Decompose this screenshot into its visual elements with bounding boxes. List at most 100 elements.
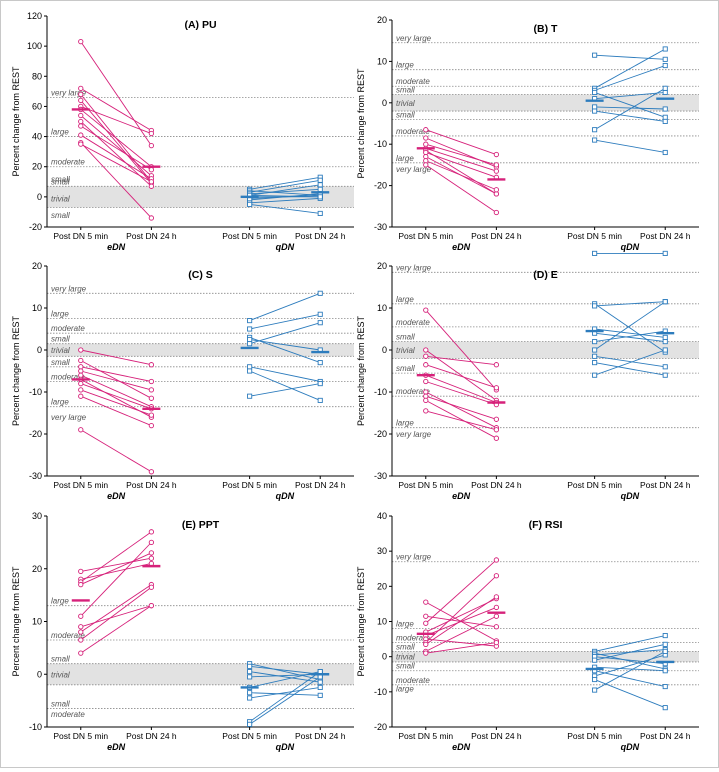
group-label: qDN [276, 491, 295, 501]
threshold-label: large [396, 154, 414, 163]
y-tick-label: 30 [32, 511, 42, 521]
y-tick-label: 10 [377, 303, 387, 313]
data-point [423, 135, 429, 141]
x-tick-label: Post DN 5 min [567, 231, 622, 241]
data-point [662, 705, 668, 711]
data-point [78, 568, 84, 575]
data-point [662, 118, 668, 124]
x-tick-label: Post DN 24 h [295, 231, 346, 241]
y-tick-label: -10 [374, 687, 387, 697]
threshold-label: moderate [51, 324, 85, 333]
data-point [148, 412, 155, 418]
x-tick-label: Post DN 24 h [640, 731, 691, 741]
y-tick-label: 0 [382, 652, 387, 662]
panel-1: very large large moderate small small trivial… [11, 11, 354, 252]
paired-line [80, 370, 152, 391]
paired-line [594, 106, 666, 110]
data-point [78, 364, 84, 370]
x-tick-label: Post DN 5 min [398, 480, 453, 490]
y-tick-label: 10 [32, 617, 42, 627]
group-label: qDN [621, 742, 640, 752]
data-point [148, 529, 155, 535]
paired-line [249, 665, 321, 675]
data-point [493, 557, 500, 563]
data-point [247, 341, 253, 347]
threshold-label: small [396, 86, 415, 95]
panel-5: largemoderatesmallsmalltrivialmoderate-1… [11, 511, 354, 752]
data-point [78, 380, 84, 387]
data-point [247, 674, 253, 680]
x-tick-label: Post DN 5 min [53, 480, 108, 490]
data-point [592, 303, 598, 309]
data-point [247, 393, 253, 399]
paired-line [594, 110, 666, 122]
threshold-label: small [51, 655, 70, 664]
data-point [592, 339, 598, 345]
paired-line [80, 542, 152, 617]
threshold-label: trivial [396, 653, 415, 662]
data-point [662, 372, 668, 378]
data-point [78, 581, 84, 588]
trivial-band [392, 651, 699, 662]
paired-line [80, 349, 152, 366]
paired-line [594, 635, 666, 652]
y-tick-label: -10 [29, 387, 42, 397]
threshold-label: very large [51, 413, 87, 422]
paired-line [425, 309, 497, 391]
x-tick-label: Post DN 24 h [471, 731, 522, 741]
threshold-label: large [51, 398, 69, 407]
data-point [247, 326, 253, 332]
paired-line [594, 48, 666, 89]
data-point [423, 353, 429, 359]
group-label: eDN [107, 742, 126, 752]
panel-title: (F) RSI [529, 519, 563, 531]
paired-line [80, 605, 152, 654]
paired-line [249, 194, 321, 198]
y-tick-label: -20 [374, 429, 387, 439]
data-point [317, 182, 323, 188]
paired-line [249, 203, 321, 214]
data-point [317, 311, 323, 317]
data-point [247, 721, 253, 727]
data-point [148, 469, 155, 475]
y-tick-label: 10 [377, 617, 387, 627]
y-tick-label: 20 [377, 581, 387, 591]
paired-line [425, 381, 497, 406]
data-point [493, 187, 500, 193]
y-tick-label: -30 [29, 471, 42, 481]
y-axis-label: Percent change from REST [11, 315, 21, 426]
paired-line [249, 663, 321, 680]
y-tick-label: -10 [374, 387, 387, 397]
data-point [423, 347, 429, 353]
data-point [592, 108, 598, 114]
data-point [662, 114, 668, 120]
data-point [78, 347, 84, 353]
threshold-label: very large [51, 284, 87, 293]
paired-line [249, 692, 321, 696]
paired-line [80, 142, 152, 219]
data-point [493, 362, 500, 368]
paired-line [249, 671, 321, 688]
paired-line [425, 575, 497, 643]
y-tick-label: 0 [37, 669, 42, 679]
data-point [592, 353, 598, 359]
paired-line [425, 150, 497, 195]
threshold-label: small [51, 358, 70, 367]
data-point [493, 604, 500, 611]
data-point [148, 422, 155, 429]
y-tick-label: -20 [374, 722, 387, 732]
y-tick-label: -30 [374, 471, 387, 481]
y-axis-label: Percent change from REST [356, 315, 366, 426]
data-point [493, 435, 500, 441]
data-point [317, 290, 323, 296]
data-point [317, 320, 323, 326]
paired-line [594, 332, 666, 343]
data-point [78, 112, 84, 119]
paired-line [80, 360, 152, 399]
group-label: qDN [621, 491, 640, 501]
trivial-band [47, 343, 354, 357]
data-point [662, 85, 668, 91]
paired-line [594, 139, 666, 153]
y-axis-label: Percent change from REST [356, 566, 366, 677]
data-point [78, 132, 84, 138]
